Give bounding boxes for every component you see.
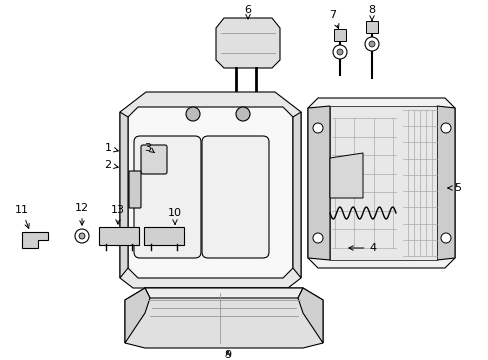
Polygon shape: [307, 98, 454, 268]
FancyBboxPatch shape: [365, 21, 377, 33]
Circle shape: [364, 37, 378, 51]
Polygon shape: [329, 106, 436, 260]
Circle shape: [440, 123, 450, 133]
Circle shape: [75, 229, 89, 243]
Text: 3: 3: [144, 143, 154, 153]
Polygon shape: [125, 288, 150, 343]
Circle shape: [312, 233, 323, 243]
Polygon shape: [120, 92, 301, 288]
Circle shape: [336, 49, 342, 55]
Polygon shape: [436, 106, 454, 260]
FancyBboxPatch shape: [134, 136, 201, 258]
Text: 10: 10: [168, 208, 182, 224]
Polygon shape: [120, 112, 128, 278]
Circle shape: [368, 41, 374, 47]
Polygon shape: [297, 288, 323, 343]
Text: 12: 12: [75, 203, 89, 225]
Polygon shape: [329, 153, 362, 198]
Text: 8: 8: [367, 5, 375, 21]
Circle shape: [312, 123, 323, 133]
Text: 4: 4: [348, 243, 376, 253]
FancyBboxPatch shape: [99, 227, 139, 245]
Text: 9: 9: [224, 350, 231, 360]
FancyBboxPatch shape: [141, 145, 167, 174]
FancyBboxPatch shape: [129, 171, 141, 208]
Text: 6: 6: [244, 5, 251, 19]
FancyBboxPatch shape: [143, 227, 183, 245]
Polygon shape: [216, 18, 280, 68]
Polygon shape: [292, 112, 301, 278]
Polygon shape: [145, 288, 303, 298]
Text: 5: 5: [447, 183, 461, 193]
Circle shape: [185, 107, 200, 121]
Polygon shape: [128, 107, 292, 278]
Text: 13: 13: [111, 205, 125, 224]
Circle shape: [332, 45, 346, 59]
Circle shape: [440, 233, 450, 243]
Polygon shape: [22, 232, 48, 248]
Text: 2: 2: [104, 160, 118, 170]
Text: 7: 7: [329, 10, 338, 28]
Polygon shape: [307, 106, 329, 260]
Circle shape: [236, 107, 249, 121]
Text: 1: 1: [104, 143, 118, 153]
Polygon shape: [125, 288, 323, 348]
FancyBboxPatch shape: [202, 136, 268, 258]
FancyBboxPatch shape: [333, 29, 346, 41]
Circle shape: [79, 233, 85, 239]
Text: 11: 11: [15, 205, 29, 228]
